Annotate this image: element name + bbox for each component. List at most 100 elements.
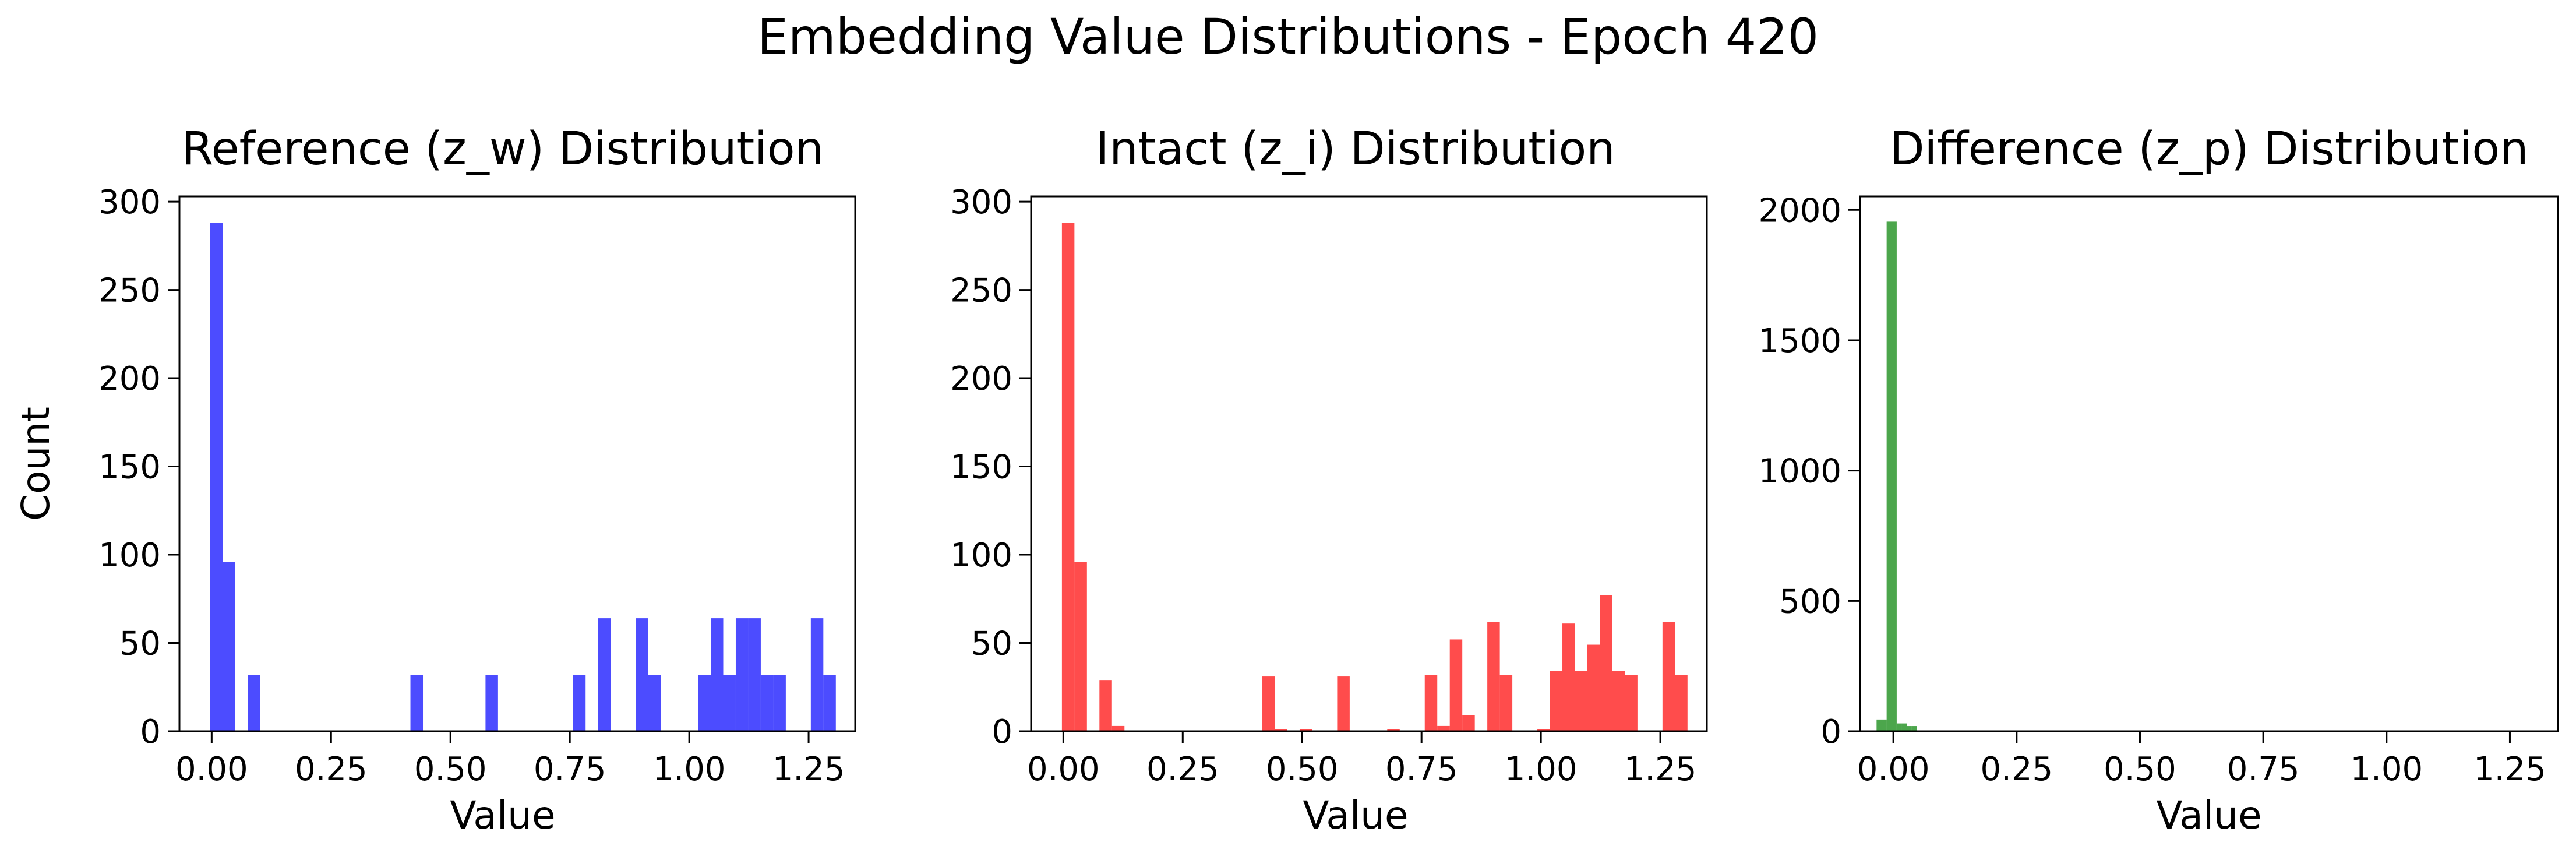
y-tick-label: 100: [98, 537, 161, 574]
panel-intact: Intact (z_i) Distribution 0.00 0.25 0.50 0.…: [950, 123, 1708, 838]
histogram-bar: [1537, 729, 1550, 731]
histogram-bar: [1462, 715, 1475, 731]
histogram-bar: [1275, 729, 1287, 731]
x-tick-label: 0.75: [1385, 750, 1458, 788]
x-axis-label: Value: [2156, 793, 2261, 838]
x-tick-label: 1.00: [1505, 750, 1578, 788]
x-tick-label: 1.25: [1624, 750, 1697, 788]
histogram-bar: [1437, 725, 1450, 731]
histogram-bar: [773, 675, 786, 731]
histogram-bar: [223, 562, 235, 731]
x-tick-label: 1.25: [772, 750, 845, 788]
histogram-bar: [1337, 676, 1350, 731]
y-tick-label: 200: [98, 360, 161, 398]
y-tick-label: 1500: [1758, 322, 1841, 360]
histogram-bar: [1896, 723, 1902, 731]
plot-area: 0.00 0.25 0.50 0.75 1.00 1.25 0 50 100 150 200 250 3…: [950, 184, 1708, 788]
figure-title: Embedding Value Distributions - Epoch 42…: [757, 8, 1819, 65]
y-tick-label: 150: [98, 449, 161, 487]
histogram-bar: [810, 618, 824, 731]
histogram-bar: [1892, 221, 1897, 731]
x-tick-label: 0.50: [414, 750, 487, 788]
y-tick-label: 200: [950, 360, 1012, 398]
y-tick-label: 1000: [1758, 453, 1841, 491]
histogram-bar: [1675, 675, 1688, 731]
ticks: 0.00 0.25 0.50 0.75 1.00 1.25 0 50 100 150 200 250 3…: [98, 184, 845, 788]
histogram-bar: [735, 618, 749, 731]
ticks: 0.00 0.25 0.50 0.75 1.00 1.25 0 500 1000 1500 2000: [1758, 192, 2546, 788]
histogram-bar: [1662, 622, 1675, 731]
bars: [1876, 221, 1927, 731]
y-tick-label: 50: [119, 625, 161, 663]
y-axis-label: Count: [13, 407, 58, 521]
x-tick-label: 0.50: [1266, 750, 1339, 788]
histogram-bar: [1600, 595, 1612, 731]
y-tick-label: 50: [971, 625, 1012, 663]
panel-title: Difference (z_p) Distribution: [1889, 123, 2528, 175]
histogram-bar: [648, 675, 661, 731]
histogram-bar: [760, 675, 774, 731]
histogram-bar: [1612, 671, 1625, 731]
panel-title: Reference (z_w) Distribution: [182, 123, 824, 175]
histogram-bar: [1901, 723, 1907, 731]
x-tick-label: 0.25: [295, 750, 368, 788]
y-tick-label: 0: [991, 713, 1012, 751]
histogram-bar: [1424, 675, 1438, 731]
histogram-bar: [1111, 725, 1125, 731]
histogram-bar: [748, 618, 761, 731]
histogram-bar: [1882, 719, 1887, 731]
histogram-bar: [636, 618, 648, 731]
histogram-bar: [1074, 562, 1087, 731]
bars: [210, 223, 836, 731]
panel-reference: Reference (z_w) Distribution 0.00 0.25 0.5…: [13, 123, 856, 838]
histogram-bar: [410, 675, 424, 731]
y-tick-label: 250: [98, 272, 161, 310]
x-tick-label: 0.00: [175, 750, 248, 788]
x-tick-label: 0.25: [1146, 750, 1219, 788]
x-axis-label: Value: [1303, 793, 1408, 838]
histogram-bar: [1575, 671, 1587, 731]
plot-area: 0.00 0.25 0.50 0.75 1.00 1.25 0 50 100 150 200 250 3…: [98, 184, 856, 788]
histogram-bar: [823, 675, 836, 731]
histogram-bar: [1099, 680, 1112, 731]
y-tick-label: 0: [140, 713, 161, 751]
x-tick-label: 1.00: [653, 750, 726, 788]
histogram-bar: [1262, 676, 1275, 731]
histogram-bar: [1587, 644, 1600, 731]
histogram-bar: [698, 675, 711, 731]
y-tick-label: 500: [1779, 583, 1841, 621]
ticks: 0.00 0.25 0.50 0.75 1.00 1.25 0 50 100 150 200 250 3…: [950, 184, 1696, 788]
histogram-bar: [1625, 675, 1638, 731]
histogram-bar: [1550, 671, 1563, 731]
y-tick-label: 0: [1820, 713, 1841, 751]
bars: [1061, 223, 1688, 731]
histogram-bar: [248, 675, 260, 731]
histogram-bar: [723, 675, 736, 731]
y-tick-label: 100: [950, 537, 1012, 574]
histogram-bar: [598, 618, 611, 731]
x-tick-label: 0.75: [2227, 750, 2300, 788]
histogram-bar: [1907, 726, 1912, 731]
panel-difference: Difference (z_p) Distribution 0.00 0.25 0.…: [1758, 123, 2559, 838]
histogram-bar: [1487, 622, 1500, 731]
histogram-bar: [1886, 221, 1892, 731]
histogram-bar: [1299, 729, 1312, 731]
histogram-bar: [1562, 623, 1575, 731]
y-tick-label: 300: [950, 184, 1012, 221]
x-tick-label: 0.75: [534, 750, 606, 788]
axes-frame: [178, 195, 856, 732]
histogram-bar: [711, 618, 724, 731]
histogram-bar: [1387, 729, 1400, 731]
x-tick-label: 0.25: [1980, 750, 2053, 788]
histogram-bar: [1911, 726, 1917, 731]
y-tick-label: 300: [98, 184, 161, 221]
y-tick-label: 250: [950, 272, 1012, 310]
axes-frame: [1859, 195, 2559, 732]
plot-area: 0.00 0.25 0.50 0.75 1.00 1.25 0 500 1000 1500 2000: [1758, 192, 2559, 788]
histogram-bar: [485, 675, 498, 731]
histogram-bar: [1449, 639, 1463, 731]
histogram-bar: [1499, 675, 1513, 731]
x-tick-label: 1.00: [2350, 750, 2423, 788]
y-tick-label: 2000: [1758, 192, 1841, 230]
